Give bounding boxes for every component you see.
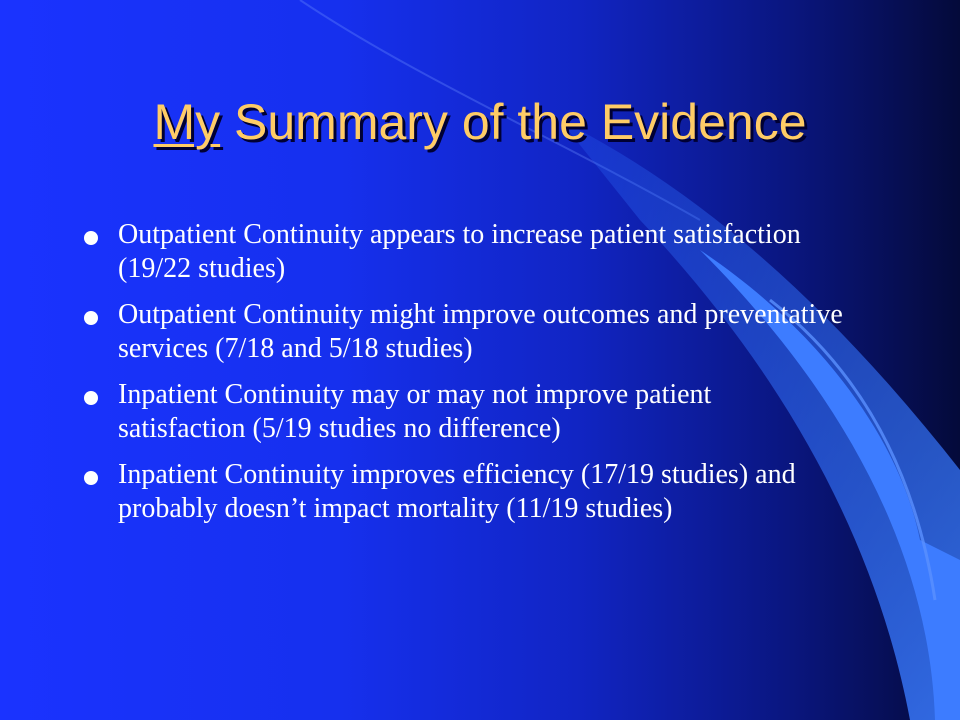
bullet-text: Outpatient Continuity might improve outc… [118, 299, 843, 364]
bullet-dot-icon [84, 311, 98, 325]
bullet-text: Outpatient Continuity appears to increas… [118, 219, 801, 284]
title-rest: Summary of the Evidence [220, 94, 806, 150]
bullet-item: Inpatient Continuity improves efficiency… [84, 458, 844, 526]
title-underlined-word: My [153, 94, 220, 150]
bullet-item: Outpatient Continuity appears to increas… [84, 218, 844, 286]
bullet-dot-icon [84, 471, 98, 485]
bullet-item: Inpatient Continuity may or may not impr… [84, 378, 844, 446]
bullet-text: Inpatient Continuity improves efficiency… [118, 459, 796, 524]
bullet-dot-icon [84, 391, 98, 405]
bullet-dot-icon [84, 231, 98, 245]
slide-title: My Summary of the Evidence [0, 92, 960, 152]
bullet-item: Outpatient Continuity might improve outc… [84, 298, 844, 366]
bullet-list: Outpatient Continuity appears to increas… [84, 218, 844, 538]
bullet-text: Inpatient Continuity may or may not impr… [118, 379, 711, 444]
